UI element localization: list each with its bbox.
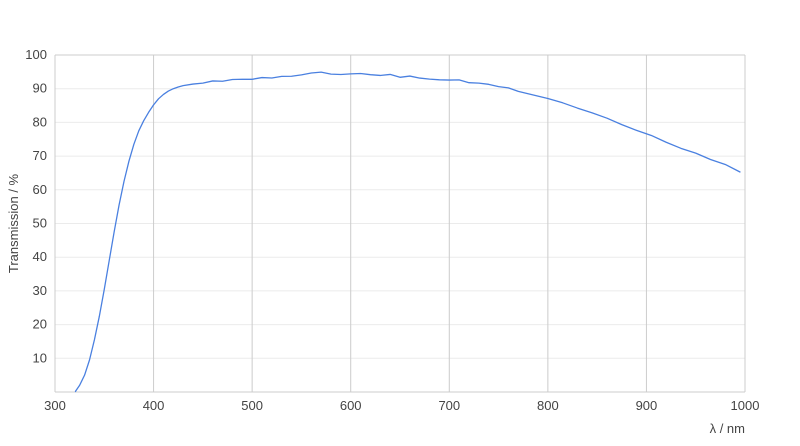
svg-text:70: 70 <box>33 148 47 163</box>
svg-text:80: 80 <box>33 114 47 129</box>
svg-text:900: 900 <box>636 398 658 413</box>
svg-text:60: 60 <box>33 182 47 197</box>
svg-text:500: 500 <box>241 398 263 413</box>
svg-text:30: 30 <box>33 283 47 298</box>
svg-text:1000: 1000 <box>731 398 760 413</box>
svg-text:50: 50 <box>33 216 47 231</box>
svg-text:90: 90 <box>33 81 47 96</box>
svg-text:300: 300 <box>44 398 66 413</box>
svg-text:Transmission / %: Transmission / % <box>6 173 21 273</box>
svg-text:10: 10 <box>33 350 47 365</box>
svg-text:600: 600 <box>340 398 362 413</box>
svg-text:800: 800 <box>537 398 559 413</box>
svg-text:λ / nm: λ / nm <box>710 421 745 436</box>
svg-text:40: 40 <box>33 249 47 264</box>
svg-text:700: 700 <box>438 398 460 413</box>
svg-text:20: 20 <box>33 317 47 332</box>
svg-text:100: 100 <box>25 47 47 62</box>
svg-text:400: 400 <box>143 398 165 413</box>
